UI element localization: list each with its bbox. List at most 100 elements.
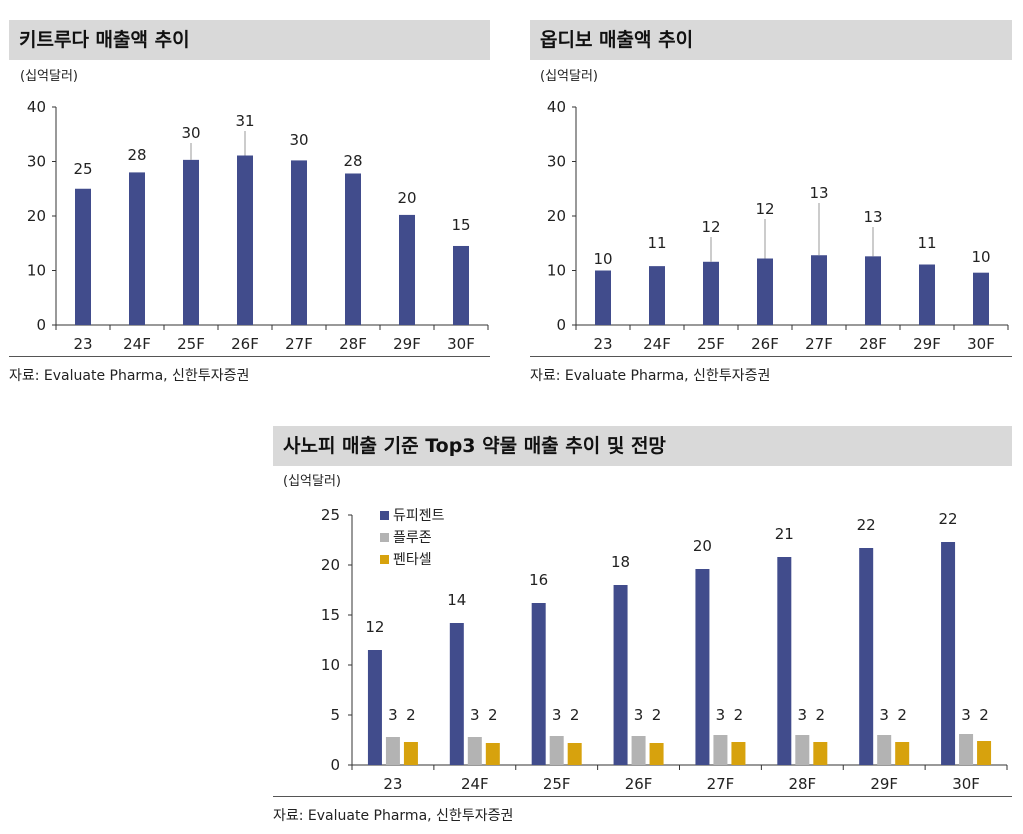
data-label: 3 — [961, 706, 971, 724]
x-tick-label: 29F — [870, 775, 898, 793]
data-label: 20 — [693, 537, 712, 555]
data-label: 25 — [73, 160, 92, 178]
data-label: 13 — [863, 208, 882, 226]
opdivo-chart: 0 10 20 30 40 23 10 24F 11 25F 12 26F 12 27F 13 28F 13 29… — [547, 98, 1009, 353]
data-label: 3 — [879, 706, 889, 724]
data-label: 2 — [979, 706, 989, 724]
x-tick-label: 28F — [859, 335, 887, 353]
x-tick-label: 23 — [73, 335, 92, 353]
bar-dupixent — [367, 650, 382, 765]
bar-dupixent — [531, 603, 546, 765]
data-label: 12 — [755, 200, 774, 218]
x-tick-label: 28F — [339, 335, 367, 353]
x-tick-label: 27F — [707, 775, 735, 793]
bar-pentacel — [813, 742, 828, 765]
x-tick-label: 25F — [543, 775, 571, 793]
bar — [649, 266, 665, 325]
bar — [75, 188, 91, 325]
bar — [919, 264, 935, 325]
bar-fluzone — [877, 735, 892, 765]
bar-fluzone — [385, 737, 400, 765]
bar-fluzone — [631, 736, 646, 765]
data-label: 3 — [470, 706, 480, 724]
keytruda-chart: 0 10 20 30 40 23 25 24F 28 25F 30 26F 31 27F 30 28F 28 29… — [27, 98, 489, 353]
y-tick-label: 30 — [547, 153, 566, 171]
bar — [973, 272, 989, 325]
data-label: 3 — [716, 706, 726, 724]
data-label: 11 — [917, 234, 936, 252]
x-tick-label: 26F — [751, 335, 779, 353]
bar — [811, 255, 827, 325]
bar — [865, 256, 881, 325]
chart-title-opdivo: 옵디보 매출액 추이 — [530, 20, 1012, 60]
x-tick-label: 23 — [383, 775, 402, 793]
bar — [237, 155, 253, 325]
x-tick-label: 28F — [788, 775, 816, 793]
y-tick-label: 20 — [547, 207, 566, 225]
data-label: 18 — [611, 553, 630, 571]
unit-label-sanofi: (십억달러) — [283, 474, 341, 489]
unit-label-opdivo: (십억달러) — [540, 69, 598, 84]
data-label: 22 — [939, 510, 958, 528]
bar — [399, 214, 415, 325]
bar-pentacel — [977, 741, 992, 765]
y-tick-label: 25 — [321, 506, 340, 524]
bar-dupixent — [695, 569, 710, 765]
data-label: 2 — [488, 706, 498, 724]
x-tick-label: 24F — [461, 775, 489, 793]
data-label: 14 — [447, 591, 466, 609]
data-label: 2 — [816, 706, 826, 724]
bar — [453, 245, 469, 325]
data-label: 20 — [397, 189, 416, 207]
legend-label: 플루존 — [393, 530, 432, 546]
source-note-opdivo: 자료: Evaluate Pharma, 신한투자증권 — [530, 368, 771, 384]
x-tick-label: 25F — [177, 335, 205, 353]
x-tick-label: 29F — [913, 335, 941, 353]
y-tick-label: 20 — [321, 556, 340, 574]
bar-dupixent — [777, 557, 792, 765]
data-label: 11 — [647, 234, 666, 252]
data-label: 28 — [343, 152, 362, 170]
bar-pentacel — [485, 743, 500, 765]
x-tick-label: 27F — [805, 335, 833, 353]
bar — [345, 173, 361, 325]
x-tick-label: 30F — [447, 335, 475, 353]
data-label: 12 — [701, 218, 720, 236]
legend-label: 펜타셀 — [393, 552, 432, 568]
data-label: 15 — [451, 216, 470, 234]
source-divider — [273, 796, 1012, 797]
bar-pentacel — [731, 742, 746, 765]
unit-label-keytruda: (십억달러) — [20, 69, 78, 84]
y-tick-label: 0 — [330, 756, 340, 774]
legend-swatch — [380, 533, 389, 542]
source-divider — [530, 356, 1012, 357]
data-label: 12 — [365, 618, 384, 636]
bar-fluzone — [795, 735, 810, 765]
bar — [757, 258, 773, 325]
bar-dupixent — [613, 585, 628, 765]
data-label: 30 — [289, 131, 308, 149]
y-tick-label: 0 — [556, 316, 566, 334]
chart-title-sanofi: 사노피 매출 기준 Top3 약물 매출 추이 및 전망 — [273, 426, 1012, 466]
x-tick-label: 27F — [285, 335, 313, 353]
data-label: 3 — [388, 706, 398, 724]
x-tick-label: 24F — [123, 335, 151, 353]
data-label: 3 — [798, 706, 808, 724]
data-label: 13 — [809, 184, 828, 202]
x-tick-label: 25F — [697, 335, 725, 353]
y-tick-label: 40 — [547, 98, 566, 116]
bar-fluzone — [959, 734, 974, 765]
data-label: 10 — [971, 248, 990, 266]
data-label: 10 — [593, 250, 612, 268]
x-tick-label: 29F — [393, 335, 421, 353]
bar-fluzone — [467, 737, 482, 765]
source-note-keytruda: 자료: Evaluate Pharma, 신한투자증권 — [9, 368, 250, 384]
x-tick-label: 24F — [643, 335, 671, 353]
bar — [703, 261, 719, 325]
bar-dupixent — [859, 548, 874, 765]
bar — [129, 172, 145, 325]
y-tick-label: 30 — [27, 153, 46, 171]
bar-dupixent — [941, 542, 956, 765]
source-note-sanofi: 자료: Evaluate Pharma, 신한투자증권 — [273, 808, 514, 824]
